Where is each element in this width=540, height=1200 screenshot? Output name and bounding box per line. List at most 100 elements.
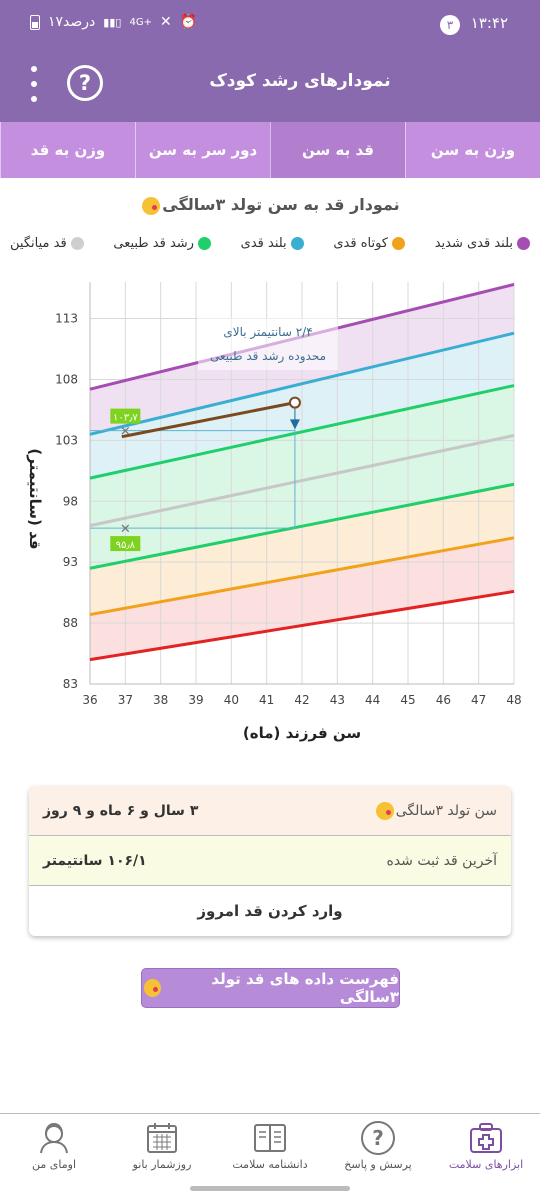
tab-head-circumference[interactable]: دور سر به سن <box>135 122 270 178</box>
kiss-emoji-icon <box>142 196 161 215</box>
x-tick-label: 38 <box>153 693 168 707</box>
child-height-line <box>121 401 296 439</box>
legend-item[interactable]: بلند قدی <box>241 236 304 251</box>
series-line <box>89 589 515 662</box>
marker-label-bg <box>110 408 141 424</box>
status-indicators: ۱۷درصد ▮▮▯ 4G+ ✕ ⏰ <box>30 14 197 30</box>
series-line <box>89 434 515 528</box>
y-tick-label: 103 <box>55 433 78 447</box>
battery-text: ۱۷درصد <box>48 14 96 30</box>
x-axis-label: سن فرزند (ماه) <box>243 724 361 742</box>
age-row: سن تولد ۳سالگی ۳ سال و ۶ ماه و ۹ روز <box>29 786 511 836</box>
tab-weight-for-age[interactable]: وزن به سن <box>405 122 540 178</box>
nav-label: ابزارهای سلامت <box>448 1158 524 1171</box>
chart-legend: بلند قدی شدید کوتاه قدی بلند قدی رشد قد … <box>10 236 530 251</box>
series-line <box>89 536 515 617</box>
bottom-nav: ابزارهای سلامت ? پرسش و پاسخ دانشنامه سل… <box>0 1113 540 1179</box>
status-bar: ۱۳:۴۲ ۳ ۱۷درصد ▮▮▯ 4G+ ✕ ⏰ <box>0 0 540 44</box>
x-tick-label: 41 <box>259 693 274 707</box>
x-tick-label: 39 <box>188 693 203 707</box>
y-tick-label: 113 <box>55 312 78 326</box>
tab-label: وزن به سن <box>430 141 516 159</box>
question-icon: ? <box>360 1120 396 1156</box>
x-tick-label: 44 <box>365 693 380 707</box>
nav-label: دانشنامه سلامت <box>232 1158 308 1171</box>
y-tick-label: 98 <box>63 494 78 508</box>
legend-item[interactable]: قد میانگین <box>10 236 84 251</box>
height-data-list-button[interactable]: فهرست داده های قد تولد ۳سالگی <box>141 968 400 1008</box>
y-axis-label: قد (سانتیمتر) <box>26 448 44 549</box>
enter-today-height-button[interactable]: وارد کردن قد امروز <box>197 902 343 920</box>
legend-dot <box>517 237 530 250</box>
help-circle-icon[interactable]: ? <box>67 65 103 101</box>
nav-encyclopedia[interactable]: دانشنامه سلامت <box>216 1114 324 1179</box>
legend-label: کوتاه قدی <box>333 236 388 251</box>
signal-icon: ▮▮▯ <box>103 15 122 29</box>
legend-label: بلند قدی شدید <box>434 236 513 251</box>
x-tick-label: 37 <box>118 693 133 707</box>
home-indicator <box>190 1186 350 1191</box>
legend-dot <box>290 237 304 250</box>
nav-calendar[interactable]: روزشمار بانو <box>108 1114 216 1179</box>
profile-icon <box>36 1120 72 1156</box>
tab-label: دور سر به سن <box>148 141 258 159</box>
x-tick-label: 46 <box>436 693 451 707</box>
y-tick-label: 83 <box>63 677 78 691</box>
nav-profile[interactable]: اومای من <box>0 1114 108 1179</box>
nav-health-tools[interactable]: ابزارهای سلامت <box>432 1114 540 1179</box>
x-tick-label: 45 <box>400 693 415 707</box>
series-line <box>89 482 515 570</box>
annotation-box <box>198 318 338 370</box>
y-tick-label: 93 <box>63 555 78 569</box>
series-line <box>89 331 515 436</box>
notification-count-badge: ۳ <box>440 15 460 35</box>
age-label: سن تولد ۳سالگی <box>374 801 497 820</box>
nav-label: روزشمار بانو <box>132 1158 192 1171</box>
mute-icon: ✕ <box>159 14 172 30</box>
nav-qa[interactable]: ? پرسش و پاسخ <box>324 1114 432 1179</box>
legend-item[interactable]: بلند قدی شدید <box>435 236 530 251</box>
chart-title-text: نمودار قد به سن تولد ۳سالگی <box>162 195 400 214</box>
marker-cross: ✕ <box>120 425 131 440</box>
network-type: 4G+ <box>129 16 152 28</box>
svg-text:?: ? <box>372 1126 384 1150</box>
growth-chart-svg: 36 37 38 39 40 41 42 43 44 45 46 47 48 83 88 93 98 103 108… <box>26 282 522 742</box>
tab-label: قد به سن <box>302 141 374 159</box>
last-height-value: ۱۰۶/۱ سانتیمتر <box>43 852 147 869</box>
tab-label: وزن به قد <box>30 141 106 159</box>
alarm-icon: ⏰ <box>179 14 198 30</box>
x-tick-label: 47 <box>471 693 486 707</box>
annotation-text: محدوده رشد قد طبیعی <box>210 349 326 364</box>
y-tick-label: 88 <box>63 616 78 630</box>
info-card: سن تولد ۳سالگی ۳ سال و ۶ ماه و ۹ روز آخر… <box>29 786 511 936</box>
legend-dot <box>70 237 84 250</box>
marker-cross: ✕ <box>120 522 131 537</box>
medical-kit-icon <box>468 1120 504 1156</box>
tab-height-for-age[interactable]: قد به سن <box>270 122 405 178</box>
legend-label: بلند قدی <box>240 236 287 251</box>
y-tick-label: 108 <box>55 372 78 386</box>
legend-dot <box>197 237 211 250</box>
annotation-arrow-head <box>289 419 300 430</box>
app-bar: نمودارهای رشد کودک ? <box>0 44 540 122</box>
nav-label: اومای من <box>32 1158 76 1171</box>
x-tick-label: 43 <box>330 693 345 707</box>
legend-item[interactable]: رشد قد طبیعی <box>113 236 211 251</box>
legend-label: رشد قد طبیعی <box>113 236 194 251</box>
nav-label: پرسش و پاسخ <box>344 1158 412 1171</box>
tab-weight-for-height[interactable]: وزن به قد <box>0 122 135 178</box>
book-icon <box>252 1120 288 1156</box>
marker-label-bg <box>110 536 141 552</box>
age-value: ۳ سال و ۶ ماه و ۹ روز <box>43 802 199 819</box>
chart-title: نمودار قد به سن تولد ۳سالگی <box>0 195 540 215</box>
annotation-text: ۲/۴ سانتیمتر بالای <box>223 325 312 340</box>
x-tick-label: 48 <box>506 693 521 707</box>
status-time: ۱۳:۴۲ <box>470 14 508 32</box>
last-height-row: آخرین قد ثبت شده ۱۰۶/۱ سانتیمتر <box>29 836 511 886</box>
growth-chart: 36 37 38 39 40 41 42 43 44 45 46 47 48 83 88 93 98 103 108… <box>0 270 540 750</box>
marker-label: ۹۵٫۸ <box>116 540 136 551</box>
kiss-emoji-icon <box>144 979 161 997</box>
x-tick-label: 40 <box>224 693 239 707</box>
legend-item[interactable]: کوتاه قدی <box>333 236 405 251</box>
more-vert-icon[interactable] <box>29 66 39 102</box>
